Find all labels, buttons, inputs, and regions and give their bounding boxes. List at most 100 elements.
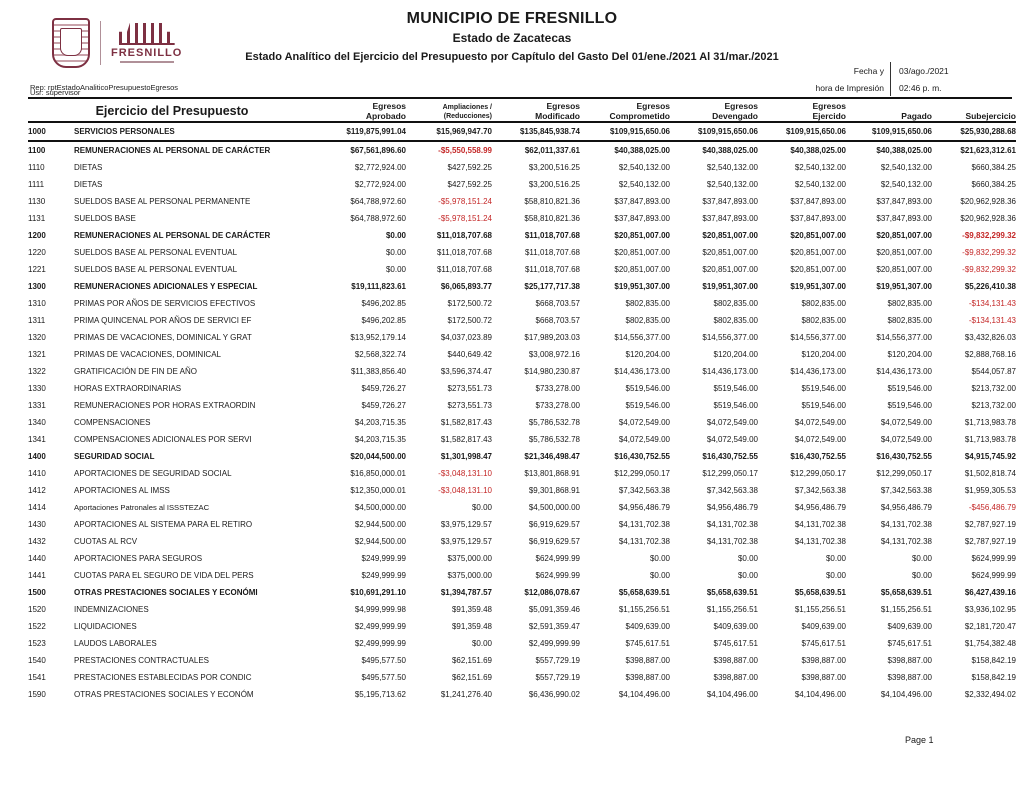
row-label: REMUNERACIONES AL PERSONAL DE CARÁCTER — [74, 146, 271, 155]
amount-cell: $1,394,787.57 — [440, 588, 492, 597]
amount-cell: $9,301,868.91 — [528, 486, 580, 495]
amount-cell: $0.00 — [825, 571, 846, 580]
row-label: APORTACIONES AL SISTEMA PARA EL RETIRO — [74, 520, 253, 529]
amount-cell: $4,104,496.00 — [706, 690, 758, 699]
amount-cell: $1,582,817.43 — [440, 435, 492, 444]
table-row: 1200 REMUNERACIONES AL PERSONAL DE CARÁCT… — [28, 227, 1016, 244]
amount-cell: $20,851,007.00 — [614, 248, 670, 257]
amount-cell: $20,851,007.00 — [702, 265, 758, 274]
amount-cell: $12,299,050.17 — [790, 469, 846, 478]
row-label: PRIMAS DE VACACIONES, DOMINICAL — [74, 350, 221, 359]
amount-cell: $11,018,707.68 — [436, 248, 492, 257]
row-label: DIETAS — [74, 180, 103, 189]
amount-cell: $745,617.51 — [887, 639, 933, 648]
amount-cell: $496,202.85 — [361, 299, 407, 308]
amount-cell: $109,915,650.06 — [697, 127, 758, 136]
amount-cell: $733,278.00 — [535, 401, 581, 410]
row-code: 1111 — [28, 180, 45, 189]
amount-cell: $1,754,382.48 — [964, 639, 1016, 648]
amount-cell: $2,499,999.99 — [354, 622, 406, 631]
amount-cell: $6,427,439.16 — [964, 588, 1016, 597]
amount-cell: $12,350,000.01 — [350, 486, 406, 495]
amount-cell: -$9,832,299.32 — [962, 231, 1016, 240]
amount-cell: $16,430,752.55 — [876, 452, 932, 461]
amount-cell: $19,951,307.00 — [876, 282, 932, 291]
amount-cell: $660,384.25 — [971, 180, 1017, 189]
column-header: Egresos Ejercido — [758, 101, 846, 123]
row-label: LIQUIDACIONES — [74, 622, 137, 631]
amount-cell: $2,787,927.19 — [964, 537, 1016, 546]
amount-cell: -$3,048,131.10 — [438, 469, 492, 478]
amount-cell: $12,299,050.17 — [614, 469, 670, 478]
amount-cell: $20,962,928.36 — [960, 197, 1016, 206]
amount-cell: $4,104,496.00 — [794, 690, 846, 699]
row-label: COMPENSACIONES ADICIONALES POR SERVI — [74, 435, 252, 444]
amount-cell: $624,999.99 — [971, 554, 1017, 563]
row-code: 1440 — [28, 554, 46, 563]
amount-cell: $20,851,007.00 — [790, 265, 846, 274]
print-info-divider — [890, 62, 891, 79]
row-label: CUOTAS AL RCV — [74, 537, 138, 546]
table-body: 1000 SERVICIOS PERSONALES $119,875,991.04 $… — [28, 122, 1016, 703]
time-label: hora de Impresión — [815, 82, 884, 93]
amount-cell: $4,131,702.38 — [618, 520, 670, 529]
amount-cell: $0.00 — [911, 571, 932, 580]
amount-cell: $120,204.00 — [625, 350, 671, 359]
amount-cell: $4,072,549.00 — [618, 435, 670, 444]
row-code: 1311 — [28, 316, 46, 325]
table-row: 1520 INDEMNIZACIONES $4,999,999.98 $91,359.… — [28, 601, 1016, 618]
amount-cell: $375,000.00 — [447, 554, 493, 563]
amount-cell: $37,847,893.00 — [614, 214, 670, 223]
amount-cell: $4,072,549.00 — [706, 435, 758, 444]
amount-cell: $14,980,230.87 — [524, 367, 580, 376]
row-code: 1414 — [28, 503, 46, 512]
amount-cell: $5,658,639.51 — [706, 588, 758, 597]
amount-cell: $13,952,179.14 — [350, 333, 406, 342]
amount-cell: $16,430,752.55 — [702, 452, 758, 461]
table-header-row: Ejercicio del Presupuesto Egresos Aprobad… — [28, 101, 1016, 123]
row-code: 1321 — [28, 350, 46, 359]
table-row: 1410 APORTACIONES DE SEGURIDAD SOCIAL $16,… — [28, 465, 1016, 482]
amount-cell: $1,241,276.40 — [440, 690, 492, 699]
amount-cell: $14,436,173.00 — [614, 367, 670, 376]
amount-cell: $398,887.00 — [801, 656, 847, 665]
row-label: REMUNERACIONES POR HORAS EXTRAORDIN — [74, 401, 256, 410]
amount-cell: $398,887.00 — [713, 673, 759, 682]
row-code: 1400 — [28, 452, 46, 461]
amount-cell: $2,540,132.00 — [880, 163, 932, 172]
amount-cell: $2,540,132.00 — [618, 180, 670, 189]
row-label: CUOTAS PARA EL SEGURO DE VIDA DEL PERS — [74, 571, 254, 580]
amount-cell: $398,887.00 — [887, 673, 933, 682]
amount-cell: $2,499,999.99 — [354, 639, 406, 648]
table-row: 1540 PRESTACIONES CONTRACTUALES $495,577.5… — [28, 652, 1016, 669]
table-row: 1590 OTRAS PRESTACIONES SOCIALES Y ECONÓM… — [28, 686, 1016, 703]
amount-cell: $4,072,549.00 — [618, 418, 670, 427]
amount-cell: -$456,486.79 — [968, 503, 1016, 512]
amount-cell: -$134,131.43 — [968, 316, 1016, 325]
amount-cell: $21,623,312.61 — [960, 146, 1016, 155]
table-row: 1441 CUOTAS PARA EL SEGURO DE VIDA DEL PE… — [28, 567, 1016, 584]
amount-cell: $20,851,007.00 — [614, 231, 670, 240]
amount-cell: $802,835.00 — [801, 299, 847, 308]
amount-cell: -$5,978,151.24 — [438, 214, 492, 223]
amount-cell: $3,975,129.57 — [440, 520, 492, 529]
row-label: REMUNERACIONES AL PERSONAL DE CARÁCTER — [74, 231, 271, 240]
table-row: 1311 PRIMA QUINCENAL POR AÑOS DE SERVICI … — [28, 312, 1016, 329]
amount-cell: $557,729.19 — [535, 673, 581, 682]
row-label: COMPENSACIONES — [74, 418, 151, 427]
row-code: 1320 — [28, 333, 46, 342]
amount-cell: $4,037,023.89 — [440, 333, 492, 342]
amount-cell: $2,540,132.00 — [794, 163, 846, 172]
amount-cell: $62,011,337.61 — [524, 146, 580, 155]
amount-cell: $2,540,132.00 — [706, 163, 758, 172]
amount-cell: $40,388,025.00 — [876, 146, 932, 155]
amount-cell: $4,131,702.38 — [794, 537, 846, 546]
amount-cell: $459,726.27 — [361, 384, 407, 393]
amount-cell: $2,944,500.00 — [354, 520, 406, 529]
column-header: Egresos Aprobado — [316, 101, 406, 123]
table-row: 1432 CUOTAS AL RCV $2,944,500.00 $3,975,129… — [28, 533, 1016, 550]
amount-cell: $624,999.99 — [535, 571, 581, 580]
amount-cell: $2,540,132.00 — [794, 180, 846, 189]
amount-cell: $5,195,713.62 — [354, 690, 406, 699]
amount-cell: $109,915,650.06 — [785, 127, 846, 136]
